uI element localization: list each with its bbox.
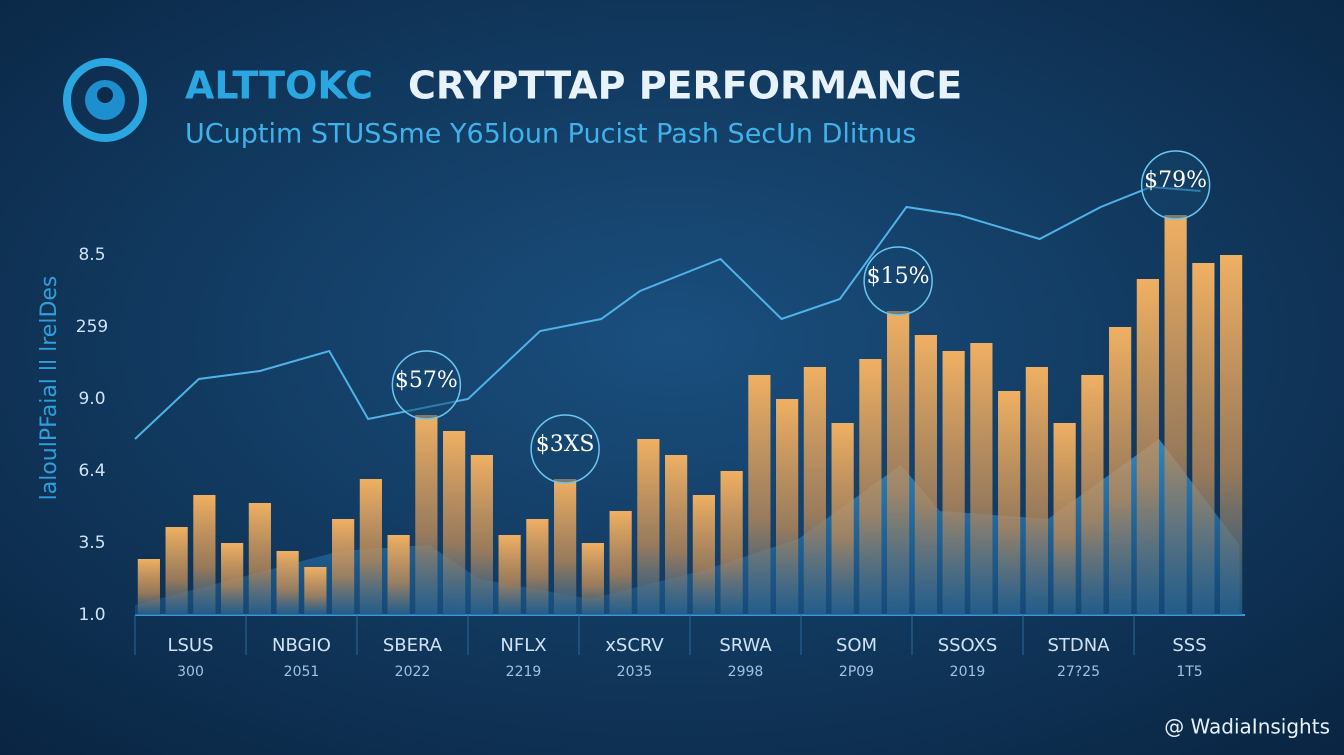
bar — [165, 527, 188, 615]
bar — [415, 415, 438, 615]
bar — [581, 543, 604, 615]
x-tick-label: SBERA — [383, 635, 443, 656]
bar — [526, 519, 549, 615]
x-tick-label: LSUS — [167, 635, 213, 656]
x-tick-sublabel: 27?25 — [1057, 664, 1100, 680]
callout-label: $57% — [395, 368, 458, 393]
bar — [248, 503, 271, 615]
logo — [63, 58, 147, 142]
x-tick-sublabel: 2998 — [728, 664, 764, 680]
callout-ring — [391, 350, 462, 420]
trend-line — [134, 185, 1201, 440]
bar — [942, 351, 965, 615]
bar — [1136, 279, 1159, 615]
y-tick-label: 8.5 — [78, 245, 105, 265]
y-tick-label: 1.0 — [78, 605, 105, 625]
y-tick-label: 3.5 — [78, 533, 105, 553]
bar — [1025, 367, 1048, 615]
bar — [859, 359, 882, 615]
x-tick-label: NBGIO — [272, 635, 331, 656]
bar — [387, 535, 410, 615]
callout-label: $15% — [867, 264, 930, 289]
x-tick-sublabel: 2019 — [950, 664, 986, 680]
bar — [304, 567, 327, 615]
bar — [1109, 327, 1132, 615]
x-tick-sublabel: 1T5 — [1176, 664, 1202, 680]
bar — [470, 455, 493, 615]
bar — [443, 431, 466, 615]
x-tick-sublabel: 2219 — [506, 664, 542, 680]
x-tick-label: xSCRV — [605, 635, 664, 656]
y-tick-label: 9.0 — [78, 389, 105, 409]
bar — [748, 375, 771, 615]
bar — [554, 479, 577, 615]
bar — [887, 311, 910, 615]
watermark: @ WadiaInsights — [1164, 715, 1330, 739]
x-tick-sublabel: 300 — [177, 664, 204, 680]
bar — [998, 391, 1021, 615]
x-tick-label: SSOXS — [938, 635, 998, 656]
title-a: ALTTOKC — [185, 64, 373, 108]
x-tick-label: NFLX — [500, 635, 546, 656]
bar — [776, 399, 799, 615]
bar — [137, 559, 160, 615]
bar — [193, 495, 216, 615]
x-tick-sublabel: 2035 — [617, 664, 653, 680]
x-tick-sublabel: 2022 — [395, 664, 431, 680]
bar — [221, 543, 244, 615]
bar — [1192, 263, 1215, 615]
bar — [609, 511, 632, 615]
bar — [970, 343, 993, 615]
x-tick-label: SRWA — [719, 635, 772, 656]
bar — [665, 455, 688, 615]
bar — [692, 495, 715, 615]
callout-ring — [530, 414, 600, 484]
callout-ring — [1140, 150, 1211, 220]
x-tick-label: SOM — [836, 635, 877, 656]
bar — [1081, 375, 1104, 615]
bar — [803, 367, 826, 615]
y-tick-label: 6.4 — [78, 461, 105, 481]
callout-ring — [863, 246, 933, 316]
bar — [637, 439, 660, 615]
y-axis-label: laloulPFaial ll lrelDes — [37, 276, 62, 501]
x-tick-sublabel: 2P09 — [839, 664, 874, 680]
bar — [1220, 255, 1243, 615]
bar — [1053, 423, 1076, 615]
x-tick-label: SSS — [1172, 635, 1206, 656]
bar — [498, 535, 521, 615]
bar — [276, 551, 299, 615]
x-tick-sublabel: 2051 — [284, 664, 320, 680]
bar — [332, 519, 355, 615]
bar — [831, 423, 854, 615]
bar — [720, 471, 743, 615]
title-b: CRYPTTAP PERFORMANCE — [408, 64, 962, 108]
callout-label: $3XS — [536, 432, 595, 457]
subtitle: UCuptim STUSSme Y65loun Pucist Pash SecU… — [185, 119, 916, 150]
y-tick-label: 259 — [76, 317, 108, 337]
bar — [359, 479, 382, 615]
callout-label: $79% — [1144, 168, 1207, 193]
x-tick-label: STDNA — [1047, 635, 1110, 656]
bar — [914, 335, 937, 615]
bar — [1164, 215, 1187, 615]
